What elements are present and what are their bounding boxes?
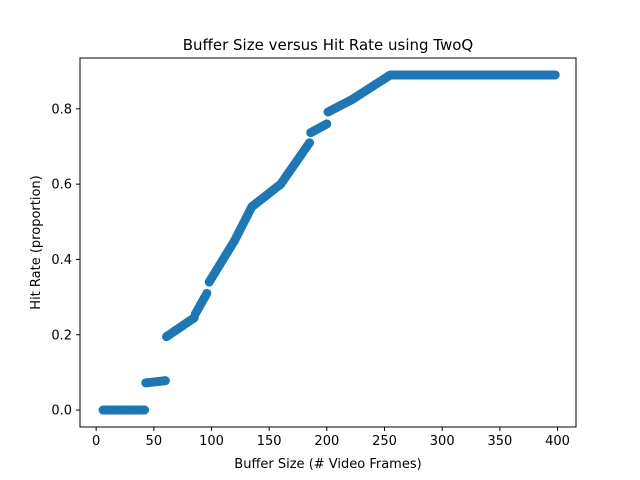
plot-frame: [79, 57, 577, 428]
data-point: [160, 376, 170, 386]
data-points: [98, 70, 560, 415]
x-tick-label: 0: [92, 434, 100, 449]
y-tick-label: 0.6: [51, 178, 72, 193]
x-tick-label: 200: [314, 434, 339, 449]
x-axis-label: Buffer Size (# Video Frames): [234, 457, 421, 472]
x-tick-label: 400: [545, 434, 570, 449]
x-tick-label: 350: [487, 434, 512, 449]
chart-title: Buffer Size versus Hit Rate using TwoQ: [183, 36, 474, 54]
y-tick-label: 0.0: [51, 404, 72, 419]
x-tick-label: 300: [430, 434, 455, 449]
x-tick-label: 50: [146, 434, 163, 449]
y-axis-ticks: 0.0 0.2 0.4 0.6 0.8: [51, 102, 80, 419]
data-point: [202, 288, 212, 298]
y-tick-label: 0.4: [51, 253, 72, 268]
y-axis-label: Hit Rate (proportion): [29, 175, 44, 309]
x-axis-ticks: 0 50 100 150 200 250 300 350 400: [92, 427, 570, 449]
x-tick-label: 150: [257, 434, 282, 449]
data-point: [140, 405, 150, 415]
x-tick-label: 250: [372, 434, 397, 449]
data-point: [322, 119, 332, 129]
data-point: [550, 70, 560, 80]
y-tick-label: 0.8: [51, 102, 72, 117]
data-point: [305, 138, 315, 148]
x-tick-label: 100: [199, 434, 224, 449]
y-tick-label: 0.2: [51, 328, 72, 343]
